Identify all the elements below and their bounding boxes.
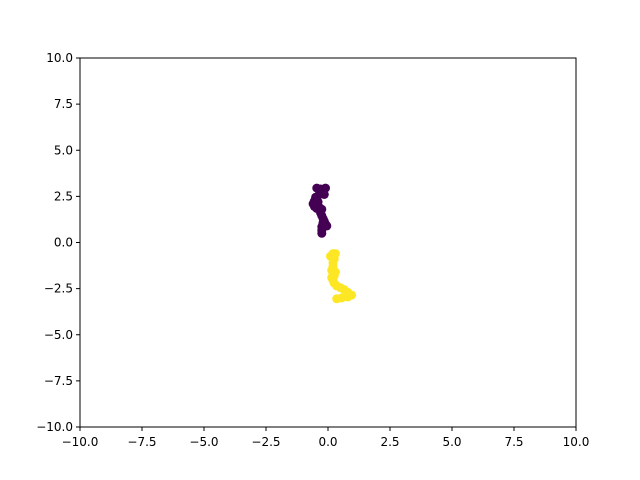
y-tick-label: 2.5 bbox=[54, 189, 73, 203]
x-tick-label: 10.0 bbox=[563, 435, 590, 449]
data-point bbox=[329, 271, 339, 281]
data-point bbox=[332, 294, 342, 304]
y-tick-label: 7.5 bbox=[54, 97, 73, 111]
x-tick-label: −5.0 bbox=[189, 435, 218, 449]
y-axis: −10.0 −7.5 −5.0 −2.5 0.0 2.5 5.0 7.5 10.0 bbox=[36, 51, 80, 434]
x-tick-label: −10.0 bbox=[62, 435, 99, 449]
x-tick-label: 5.0 bbox=[442, 435, 461, 449]
x-tick-label: −2.5 bbox=[251, 435, 280, 449]
x-tick-label: −7.5 bbox=[127, 435, 156, 449]
y-tick-label: −5.0 bbox=[44, 328, 73, 342]
series-1 bbox=[326, 249, 357, 304]
y-tick-label: −10.0 bbox=[36, 420, 73, 434]
data-point bbox=[317, 228, 327, 238]
plot-area bbox=[80, 58, 576, 427]
y-tick-label: 10.0 bbox=[46, 51, 73, 65]
y-tick-label: −2.5 bbox=[44, 282, 73, 296]
data-point bbox=[318, 218, 328, 228]
x-tick-label: 0.0 bbox=[318, 435, 337, 449]
data-point bbox=[319, 190, 329, 199]
x-axis: −10.0 −7.5 −5.0 −2.5 0.0 2.5 5.0 7.5 10.0 bbox=[62, 427, 590, 449]
y-tick-label: 5.0 bbox=[54, 143, 73, 157]
series-0 bbox=[308, 183, 332, 238]
y-tick-label: −7.5 bbox=[44, 374, 73, 388]
data-points bbox=[308, 183, 357, 304]
x-tick-label: 2.5 bbox=[380, 435, 399, 449]
y-tick-label: 0.0 bbox=[54, 236, 73, 250]
data-point bbox=[313, 197, 323, 207]
x-tick-label: 7.5 bbox=[504, 435, 523, 449]
